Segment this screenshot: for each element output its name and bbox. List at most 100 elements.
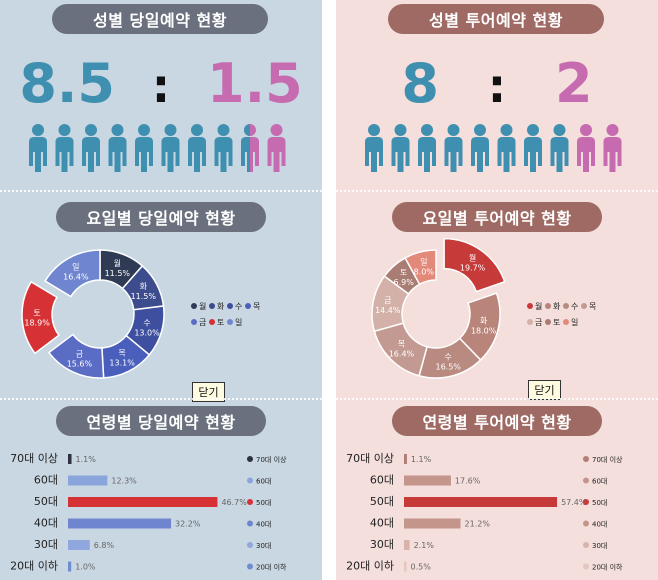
male-person-icon [161,124,180,172]
slice-value-label: 6.9% [394,278,415,287]
male-ratio: 8.5 [19,52,115,115]
slice-category-label: 목 [118,349,125,358]
donut-slice-6 [21,280,60,355]
age-bar-chart: 70대 이상 1.1% 70대 이상 60대 17.6% 60대 50대 57.4% 50대 40… [346,452,623,573]
gender-ratio: 8.5 : 1.5 [0,52,322,116]
slice-value-label: 8.0% [414,268,435,277]
bar-category-label: 70대 이상 [346,452,394,465]
male-person-icon [497,124,516,172]
gender-title: 성별 투어예약 현황 [388,4,604,34]
legend-label: 목 [253,302,260,311]
female-person-icon [603,124,622,172]
legend-marker [583,563,589,570]
slice-value-label: 14.4% [375,306,401,315]
people-pictogram [29,124,286,172]
male-ratio: 8 [401,52,439,115]
legend-marker [247,477,253,484]
legend-marker [209,303,215,309]
weekday-title: 요일별 당일예약 현황 [56,202,266,232]
slice-category-label: 월 [114,258,121,268]
slice-category-label: 토 [400,268,407,277]
people-pictogram [365,124,622,172]
gender-ratio: 8 : 2 [336,52,658,116]
legend-label: 60대 [256,478,271,486]
legend-label: 70대 이상 [256,455,287,464]
legend-marker [245,303,251,309]
slice-category-label: 금 [76,349,83,358]
section-divider [336,190,658,192]
male-person-icon [108,124,127,172]
legend-label: 월 [535,301,542,311]
legend-label: 금 [535,318,542,327]
legend-marker [583,477,589,484]
donut-slice-1 [443,237,506,293]
legend-marker [583,542,589,548]
bar-category-label: 40대 [370,517,394,530]
legend-label: 50대 [592,499,607,507]
male-person-icon [524,124,542,172]
bar [404,497,558,507]
bar-value-label: 46.7% [221,498,247,507]
bar-category-label: 30대 [34,538,58,551]
male-person-icon [365,124,383,172]
bar-category-label: 50대 [370,495,394,508]
legend-label: 20대 이하 [592,563,623,572]
age-title: 연령별 투어예약 현황 [392,406,602,436]
close-button[interactable]: 닫기 [192,382,225,402]
female-person-icon [577,124,595,172]
legend-marker [247,542,253,548]
weekday-donut-chart: 월11.5%화11.5%수13.0%목13.1%금15.6%토18.9%일16.… [21,249,260,379]
legend-label: 화 [553,302,561,311]
legend-label: 토 [553,318,560,327]
legend-marker [583,499,589,505]
male-person-icon [550,124,569,172]
donut-slice-7 [44,249,101,298]
weekday-title: 요일별 투어예약 현황 [392,202,602,232]
legend-marker [227,319,233,325]
legend-label: 금 [199,318,206,327]
slice-category-label: 일 [420,258,427,267]
weekday-donut-chart: 월19.7%화18.0%수16.5%목16.4%금14.4%토6.9%일8.0%… [371,237,596,379]
bar [68,497,218,507]
legend-marker [563,319,569,325]
female-ratio: 2 [555,52,593,115]
legend-marker [545,319,551,325]
legend-marker [247,563,253,570]
female-person-icon [267,124,286,172]
bar-value-label: 32.2% [175,520,201,529]
ratio-separator: : [151,59,171,113]
male-person-icon [471,124,489,172]
slice-value-label: 16.5% [435,362,461,371]
bar [404,454,407,464]
bar-value-label: 2.1% [414,541,435,550]
donut-slice-7 [404,249,437,286]
slice-value-label: 11.5% [131,292,157,301]
bar-category-label: 40대 [34,517,58,530]
legend-marker [583,520,589,527]
close-button[interactable]: 닫기 [528,380,561,400]
male-person-icon-partial [241,124,250,172]
legend-label: 40대 [256,521,271,529]
legend-marker [583,456,589,462]
bar-value-label: 1.0% [75,563,96,572]
ratio-separator: : [487,59,507,113]
slice-value-label: 16.4% [63,272,89,281]
male-person-icon [29,124,47,172]
bar [68,540,90,550]
bar-category-label: 20대 이하 [10,559,58,573]
legend-label: 30대 [592,542,607,550]
legend-marker [209,319,215,325]
bar [68,518,172,529]
bar-category-label: 70대 이상 [10,452,58,465]
legend-label: 일 [571,318,578,327]
male-person-icon [55,124,74,172]
male-person-icon [135,124,153,172]
slice-value-label: 15.6% [67,359,93,368]
legend-marker [527,303,533,309]
slice-category-label: 일 [72,262,79,271]
legend-label: 토 [217,318,224,327]
bar [404,540,410,550]
legend-label: 화 [217,302,225,311]
legend-marker [563,303,569,309]
section-divider [336,398,658,400]
